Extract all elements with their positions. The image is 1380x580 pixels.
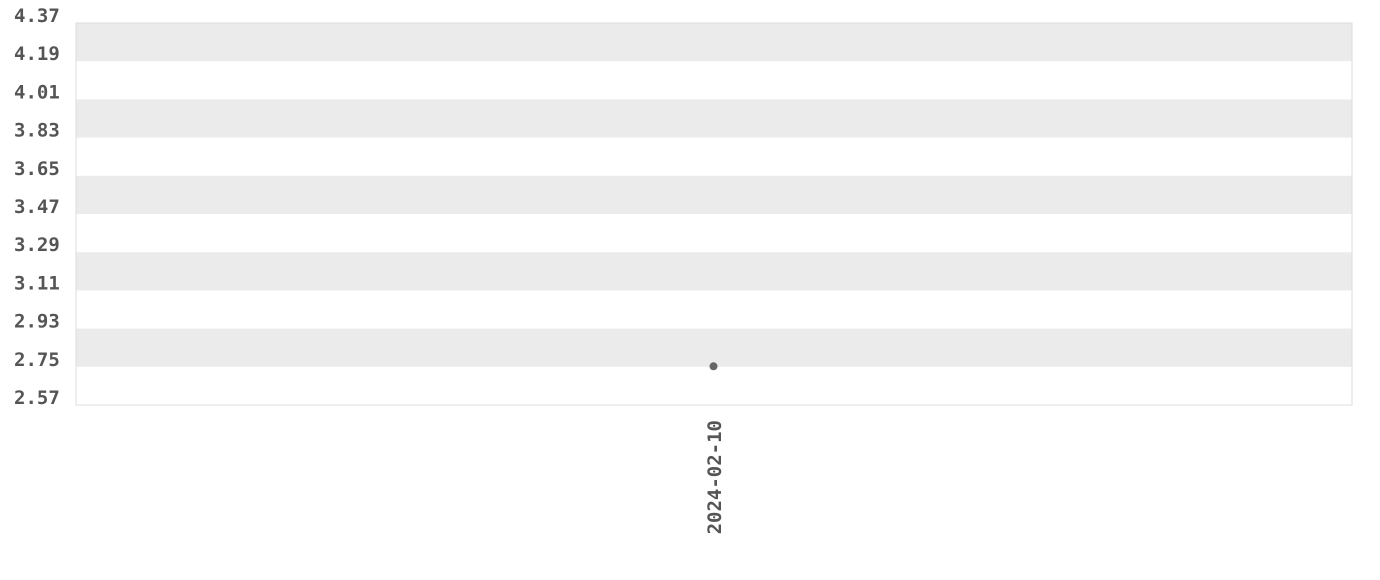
y-tick-label: 4.19 [14,43,60,65]
grid-bands [76,23,1352,367]
y-tick-label: 3.11 [14,272,60,294]
grid-band [76,252,1352,291]
plot-area [75,22,1353,406]
y-tick-label: 3.65 [14,158,60,180]
y-tick-label: 3.83 [14,120,60,142]
y-tick-label: 4.01 [14,81,60,103]
grid-band [76,99,1352,138]
x-axis: 2024-02-10 [704,420,726,534]
y-tick-label: 4.37 [14,5,60,27]
data-point [709,362,718,371]
y-tick-label: 2.57 [14,387,60,409]
data-points [709,362,718,371]
y-tick-label: 2.93 [14,311,60,333]
y-axis: 4.37 4.19 4.01 3.83 3.65 3.47 3.29 3.11 2.93 2.75… [14,5,60,409]
y-tick-label: 3.47 [14,196,60,218]
y-tick-label: 3.29 [14,234,60,256]
y-tick-label: 2.75 [14,349,60,371]
x-tick-label: 2024-02-10 [704,420,726,534]
grid-band [76,175,1352,214]
grid-band [76,328,1352,367]
grid-band [76,23,1352,62]
